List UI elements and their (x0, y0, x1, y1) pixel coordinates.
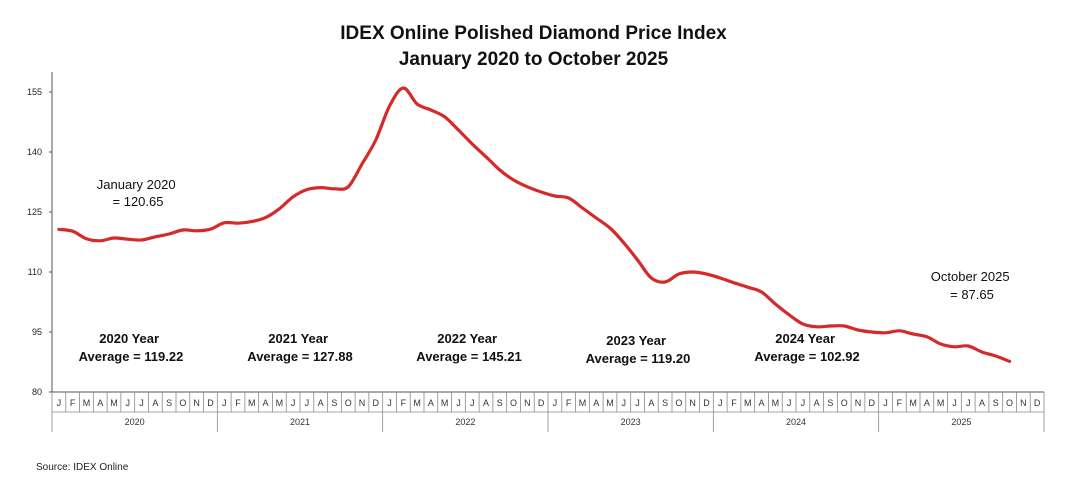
x-tick-label-month: S (827, 398, 833, 408)
average-2022: 2022 Year Average = 145.21 (416, 331, 521, 364)
x-tick-label-month: M (744, 398, 752, 408)
x-tick-label-month: F (70, 398, 76, 408)
x-tick-label-month: M (579, 398, 587, 408)
x-tick-label-month: F (566, 398, 572, 408)
x-tick-label-month: O (510, 398, 517, 408)
x-tick-label-month: S (166, 398, 172, 408)
x-tick-label-month: M (772, 398, 780, 408)
x-tick-label-month: M (276, 398, 284, 408)
x-tick-label-month: O (345, 398, 352, 408)
x-tick-label-month: N (689, 398, 696, 408)
x-tick-label-month: O (675, 398, 682, 408)
average-2020: 2020 Year Average = 119.22 (79, 331, 184, 364)
x-tick-label-month: A (593, 398, 599, 408)
x-tick-label-month: J (456, 398, 461, 408)
x-tick-label-month: M (248, 398, 256, 408)
x-tick-label-month: M (937, 398, 945, 408)
source-note: Source: IDEX Online (36, 462, 129, 473)
chart-title: IDEX Online Polished Diamond Price Index (340, 23, 727, 44)
x-tick-label-month: F (731, 398, 737, 408)
x-tick-label-year: 2021 (290, 417, 310, 427)
x-tick-label-month: J (801, 398, 806, 408)
x-tick-label-year: 2025 (951, 417, 971, 427)
x-tick-label-month: A (152, 398, 158, 408)
x-tick-label-month: J (718, 398, 723, 408)
x-tick-label-month: A (483, 398, 489, 408)
x-tick-label-month: D (869, 398, 876, 408)
y-tick-label: 155 (27, 87, 42, 97)
chart-subtitle: January 2020 to October 2025 (398, 49, 669, 70)
x-tick-label-month: J (787, 398, 792, 408)
x-tick-label-month: A (318, 398, 324, 408)
x-tick-label-month: J (126, 398, 131, 408)
x-tick-label-month: N (524, 398, 531, 408)
x-tick-label-month: M (909, 398, 917, 408)
x-tick-label-month: J (883, 398, 888, 408)
x-tick-label-year: 2024 (786, 417, 806, 427)
x-tick-label-month: O (1006, 398, 1013, 408)
x-tick-label-month: A (97, 398, 103, 408)
x-tick-label-month: J (470, 398, 475, 408)
x-tick-label-month: J (635, 398, 640, 408)
x-tick-label-month: F (401, 398, 407, 408)
x-tick-label-month: F (897, 398, 903, 408)
x-tick-label-month: D (373, 398, 380, 408)
x-tick-label-month: A (979, 398, 985, 408)
x-tick-label-month: A (924, 398, 930, 408)
y-tick-labels: 80 95 110 125 140 155 (27, 87, 52, 397)
x-tick-label-year: 2023 (621, 417, 641, 427)
series-line-price-index (57, 86, 1012, 363)
average-2021: 2021 Year Average = 127.88 (247, 331, 352, 364)
x-tick-label-month: J (387, 398, 392, 408)
y-tick-label: 110 (28, 267, 42, 277)
x-tick-label-month: S (331, 398, 337, 408)
x-tick-label-month: N (359, 398, 366, 408)
x-tick-label-month: O (179, 398, 186, 408)
x-tick-label-month: D (538, 398, 545, 408)
x-tick-label-month: D (1034, 398, 1041, 408)
x-tick-label-month: N (1020, 398, 1027, 408)
average-2023: 2023 Year Average = 119.20 (586, 333, 691, 366)
y-tick-label: 125 (27, 207, 42, 217)
x-tick-label-month: J (222, 398, 227, 408)
x-tick-label-month: D (207, 398, 214, 408)
y-tick-label: 140 (27, 147, 42, 157)
x-tick-label-month: J (553, 398, 558, 408)
x-tick-label-month: F (235, 398, 241, 408)
x-tick-label-month: A (263, 398, 269, 408)
x-tick-label-month: J (622, 398, 627, 408)
x-tick-label-month: J (139, 398, 144, 408)
x-tick-label-month: M (413, 398, 421, 408)
x-tick-label-month: S (662, 398, 668, 408)
x-tick-label-month: J (966, 398, 971, 408)
x-tick-label-month: J (952, 398, 957, 408)
x-tick-label-month: D (703, 398, 710, 408)
x-tick-label-year: 2020 (125, 417, 145, 427)
x-tick-label-month: J (291, 398, 296, 408)
x-tick-label-month: A (428, 398, 434, 408)
x-tick-label-month: M (606, 398, 614, 408)
x-tick-label-month: A (759, 398, 765, 408)
x-tick-label-month: N (855, 398, 862, 408)
x-tick-label-month: J (57, 398, 62, 408)
x-tick-label-month: A (814, 398, 820, 408)
y-tick-label: 80 (32, 387, 42, 397)
x-tick-label-month: A (648, 398, 654, 408)
x-tick-label-month: M (441, 398, 449, 408)
x-tick-label-month: M (83, 398, 91, 408)
annotation-jan-2020: January 2020 = 120.65 (97, 177, 179, 209)
x-tick-label-month: O (841, 398, 848, 408)
x-tick-label-month: S (497, 398, 503, 408)
y-tick-label: 95 (32, 327, 42, 337)
x-tick-label-year: 2022 (455, 417, 475, 427)
x-tick-label-month: N (193, 398, 200, 408)
x-tick-label-month: M (110, 398, 118, 408)
annotation-oct-2025: October 2025 = 87.65 (931, 269, 1013, 302)
average-2024: 2024 Year Average = 102.92 (754, 331, 859, 364)
x-tick-label-month: J (305, 398, 310, 408)
x-tick-label-month: S (993, 398, 999, 408)
